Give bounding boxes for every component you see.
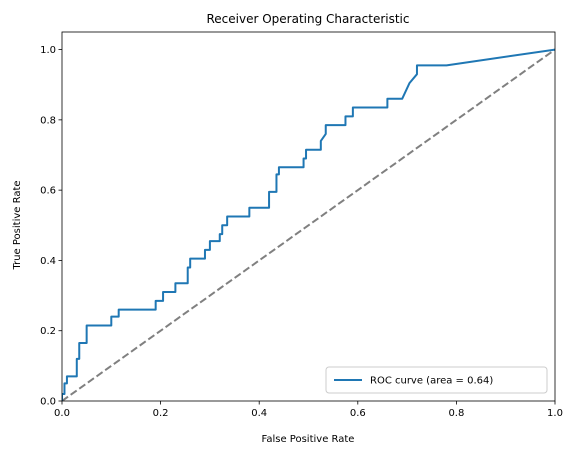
roc-curve-line — [62, 48, 555, 401]
x-tick-label: 0.4 — [251, 408, 267, 419]
x-axis-label: False Positive Rate — [262, 434, 355, 445]
plot-area: 0.0 0.2 0.4 0.6 0.8 1.0 0.0 0.2 0.4 0.6 0.8 1.0 — [40, 31, 563, 419]
y-tick-label: 1.0 — [40, 45, 56, 56]
y-tick-label: 0.4 — [40, 256, 56, 267]
y-tick-label: 0.0 — [40, 397, 56, 408]
y-axis-label: True Positive Rate — [12, 180, 23, 270]
x-tick-label: 0.0 — [54, 408, 70, 419]
x-tick-label: 0.8 — [448, 408, 464, 419]
legend-label: ROC curve (area = 0.64) — [370, 376, 493, 387]
y-tick-label: 0.6 — [40, 186, 56, 197]
x-tick-label: 0.2 — [153, 408, 169, 419]
axes-frame — [61, 31, 556, 402]
x-tick-label: 1.0 — [547, 408, 563, 419]
x-tick-label: 0.6 — [350, 408, 366, 419]
legend-box — [325, 366, 548, 394]
chance-diagonal-line — [62, 48, 555, 401]
y-tick-label: 0.2 — [40, 326, 56, 337]
chart-title: Receiver Operating Characteristic — [206, 12, 409, 26]
y-tick-label: 0.8 — [40, 115, 56, 126]
legend: ROC curve (area = 0.64) — [325, 366, 548, 394]
